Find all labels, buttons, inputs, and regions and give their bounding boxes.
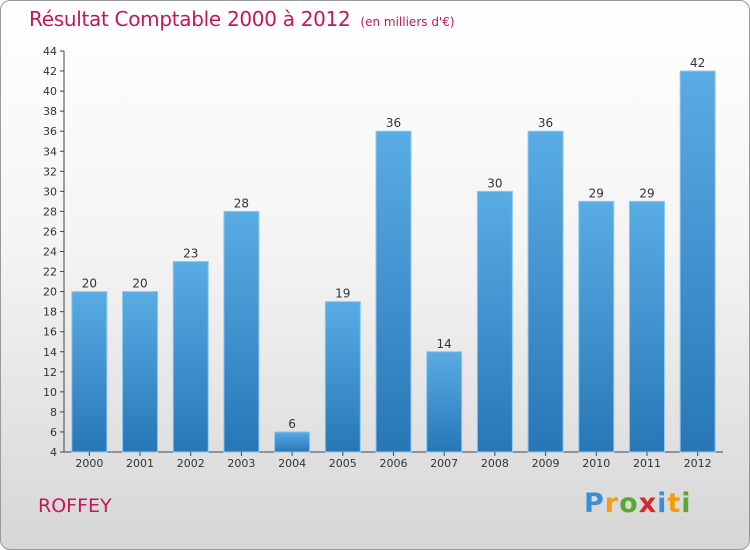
y-tick-label: 28	[43, 205, 57, 218]
logo-letter: P	[584, 488, 605, 519]
y-tick-label: 34	[43, 145, 57, 158]
logo-letter: x	[638, 488, 658, 519]
y-tick-label: 18	[43, 306, 57, 319]
x-tick-label-2004: 2004	[278, 457, 306, 470]
x-tick-label-2005: 2005	[329, 457, 357, 470]
title-text: Résultat Comptable 2000 à 2012	[29, 7, 351, 31]
data-label-2004: 6	[288, 417, 296, 431]
y-tick-label: 16	[43, 326, 57, 339]
logo-letter: i	[681, 488, 692, 519]
x-tick-label-2000: 2000	[75, 457, 103, 470]
x-tick-label-2009: 2009	[532, 457, 560, 470]
chart-subtitle: (en milliers d'€)	[360, 15, 455, 29]
x-tick-label-2006: 2006	[380, 457, 408, 470]
bar-2000	[71, 291, 108, 453]
y-tick-label: 40	[43, 85, 57, 98]
bar-2007	[426, 351, 463, 453]
y-tick-label: 4	[50, 446, 57, 459]
logo-letter: t	[667, 488, 682, 519]
y-tick-label: 36	[43, 125, 57, 138]
y-tick-label: 24	[43, 246, 57, 259]
bar-2005	[324, 301, 361, 453]
bar-2011	[628, 200, 665, 453]
x-tick-label-2003: 2003	[227, 457, 255, 470]
y-tick-label: 30	[43, 185, 57, 198]
data-label-2012: 42	[690, 56, 705, 70]
y-tick-label: 20	[43, 286, 57, 299]
data-label-2005: 19	[335, 287, 350, 301]
y-tick-label: 44	[43, 45, 57, 58]
y-tick-label: 22	[43, 266, 57, 279]
bar-2006	[375, 130, 412, 453]
bar-2002	[172, 261, 209, 453]
data-label-2003: 28	[234, 196, 249, 210]
x-tick-label-2001: 2001	[126, 457, 154, 470]
data-label-2000: 20	[82, 277, 97, 291]
proxiti-logo: Proxiti	[584, 488, 692, 519]
y-tick-label: 14	[43, 346, 57, 359]
x-tick-label-2012: 2012	[684, 457, 712, 470]
bar-2009	[527, 130, 564, 453]
logo-letter: i	[657, 488, 668, 519]
bar-2010	[578, 200, 615, 453]
x-tick-label-2002: 2002	[177, 457, 205, 470]
y-tick-label: 10	[43, 386, 57, 399]
y-tick-label: 8	[50, 406, 57, 419]
y-tick-label: 6	[50, 426, 57, 439]
bar-2008	[476, 190, 513, 453]
bar-2004	[274, 431, 311, 453]
data-label-2007: 14	[437, 337, 452, 351]
data-label-2010: 29	[589, 186, 604, 200]
data-label-2009: 36	[538, 116, 553, 130]
data-label-2002: 23	[183, 247, 198, 261]
data-label-2001: 20	[132, 277, 147, 291]
x-tick-label-2010: 2010	[582, 457, 610, 470]
y-tick-label: 38	[43, 105, 57, 118]
y-tick-label: 42	[43, 65, 57, 78]
y-tick-label: 12	[43, 366, 57, 379]
bar-2001	[122, 291, 159, 453]
data-label-2008: 30	[487, 176, 502, 190]
data-label-2011: 29	[639, 186, 654, 200]
y-tick-label: 26	[43, 225, 57, 238]
x-tick-label-2008: 2008	[481, 457, 509, 470]
logo-letter: o	[619, 488, 639, 519]
data-label-2006: 36	[386, 116, 401, 130]
y-tick-label: 32	[43, 165, 57, 178]
bar-2012	[679, 70, 716, 453]
chart-title: Résultat Comptable 2000 à 2012 (en millie…	[29, 7, 455, 31]
x-tick-label-2011: 2011	[633, 457, 661, 470]
bar-2003	[223, 210, 260, 453]
commune-name: ROFFEY	[38, 495, 112, 517]
logo-letter: r	[604, 488, 620, 519]
x-tick-label-2007: 2007	[430, 457, 458, 470]
